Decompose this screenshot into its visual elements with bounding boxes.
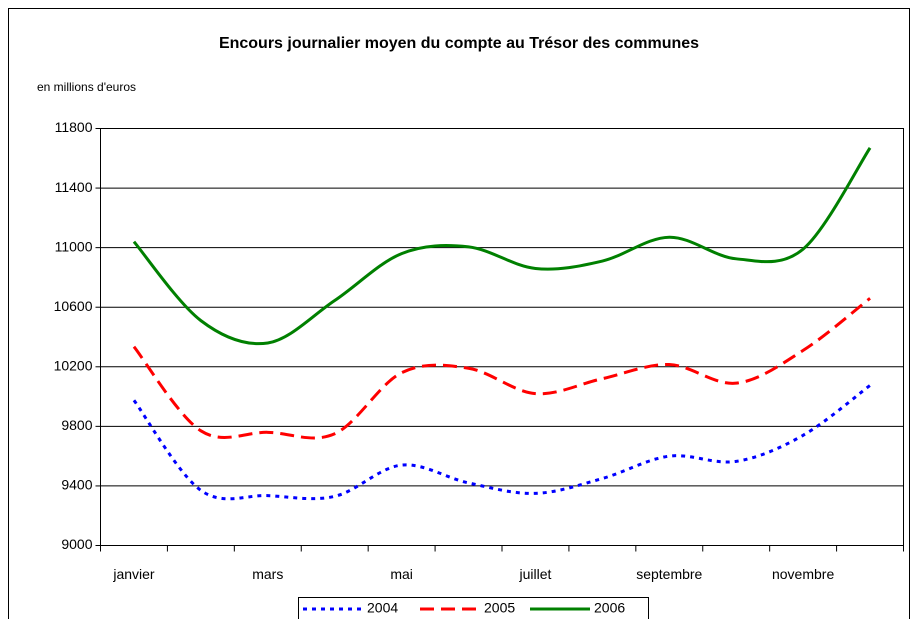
x-tick-label: mai xyxy=(390,566,413,582)
x-tick-label: juillet xyxy=(519,566,552,582)
legend-label: 2004 xyxy=(367,600,398,616)
x-tick-label: mars xyxy=(252,566,283,582)
y-tick-label: 11400 xyxy=(55,179,93,195)
y-tick-label: 9800 xyxy=(61,417,92,433)
y-tick-label: 9400 xyxy=(61,477,92,493)
series-line xyxy=(132,297,871,440)
y-tick-label: 11000 xyxy=(55,238,93,254)
chart-title: Encours journalier moyen du compte au Tr… xyxy=(219,35,699,52)
y-tick-label: 9000 xyxy=(61,536,92,552)
y-tick-label: 10200 xyxy=(54,357,93,373)
y-tick-label: 10600 xyxy=(54,298,93,314)
x-tick-label: septembre xyxy=(636,566,702,582)
series-line xyxy=(132,384,871,501)
chart-subtitle: en millions d'euros xyxy=(37,80,136,94)
x-tick-label: janvier xyxy=(112,566,155,582)
chart-border xyxy=(8,8,910,619)
legend-label: 2005 xyxy=(484,600,515,616)
x-tick-label: novembre xyxy=(772,566,834,582)
y-tick-label: 11800 xyxy=(55,119,93,135)
legend-label: 2006 xyxy=(594,600,625,616)
series-line xyxy=(132,147,872,346)
